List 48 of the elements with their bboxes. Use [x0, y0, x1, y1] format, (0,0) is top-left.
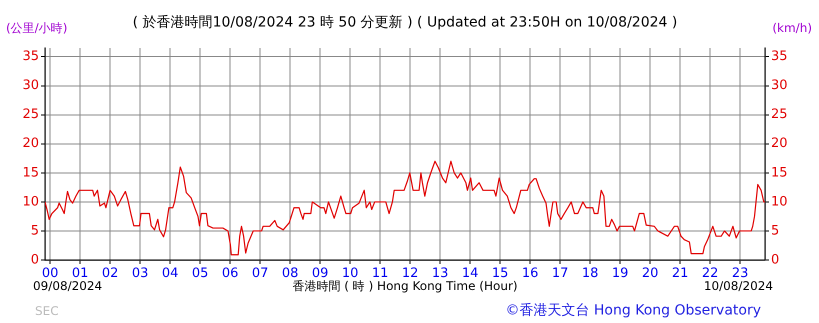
- text: SEC: [35, 304, 59, 318]
- y2-tick-label: 10: [771, 194, 788, 210]
- x-tick-label: 08: [282, 266, 298, 282]
- y-tick-label: 20: [22, 136, 39, 152]
- x-tick-label: 09: [312, 266, 328, 282]
- y-axis-title: (公里/小時): [6, 21, 68, 36]
- y2-tick-label: 15: [771, 165, 788, 180]
- x-tick-label: 15: [492, 266, 508, 282]
- x-tick-label: 11: [372, 266, 388, 282]
- y-tick-label: 5: [30, 223, 39, 238]
- y2-tick-label: 0: [771, 252, 780, 268]
- x-axis-title: 香港時間 ( 時 ) Hong Kong Time (Hour): [292, 279, 518, 294]
- x-tick-label: 01: [72, 266, 88, 282]
- y-tick-label: 10: [22, 194, 39, 210]
- x-tick-label: 00: [42, 266, 58, 282]
- x-tick-label: 18: [582, 266, 598, 282]
- x-tick-label: 21: [672, 266, 688, 282]
- y2-axis-title: (km/h): [772, 21, 812, 36]
- x-tick-label: 22: [702, 266, 718, 282]
- y-tick-label: 30: [22, 78, 39, 94]
- chart-title: ( 於香港時間10/08/2024 23 時 50 分更新 ) ( Updated at 23:50H on 10/08/2024 ): [132, 14, 678, 31]
- y2-tick-label: 35: [771, 49, 788, 64]
- text: 10/08/2024: [704, 279, 773, 294]
- x-tick-label: 07: [252, 266, 268, 282]
- x-tick-label: 12: [402, 266, 418, 282]
- text: 09/08/2024: [33, 279, 102, 294]
- text: ©香港天文台 Hong Kong Observatory: [505, 302, 761, 319]
- y-tick-label: 25: [22, 107, 39, 122]
- y2-tick-label: 30: [771, 78, 788, 94]
- x-tick-label: 05: [192, 266, 208, 282]
- x-tick-label: 13: [432, 266, 448, 282]
- x-tick-label: 04: [162, 266, 178, 282]
- y-tick-label: 0: [30, 252, 39, 268]
- x-tick-label: 16: [522, 266, 538, 282]
- y2-tick-label: 20: [771, 136, 788, 152]
- y2-tick-label: 5: [771, 223, 780, 238]
- x-tick-label: 02: [102, 266, 118, 282]
- x-tick-label: 06: [222, 266, 238, 282]
- y-tick-label: 35: [22, 49, 39, 64]
- x-tick-label: 03: [132, 266, 148, 282]
- x-tick-label: 17: [552, 266, 568, 282]
- x-tick-label: 14: [462, 266, 478, 282]
- x-tick-label: 20: [642, 266, 658, 282]
- x-tick-label: 10: [342, 266, 358, 282]
- y2-tick-label: 25: [771, 107, 788, 122]
- x-tick-label: 19: [612, 266, 628, 282]
- y-tick-label: 15: [22, 165, 39, 180]
- x-tick-label: 23: [732, 266, 748, 282]
